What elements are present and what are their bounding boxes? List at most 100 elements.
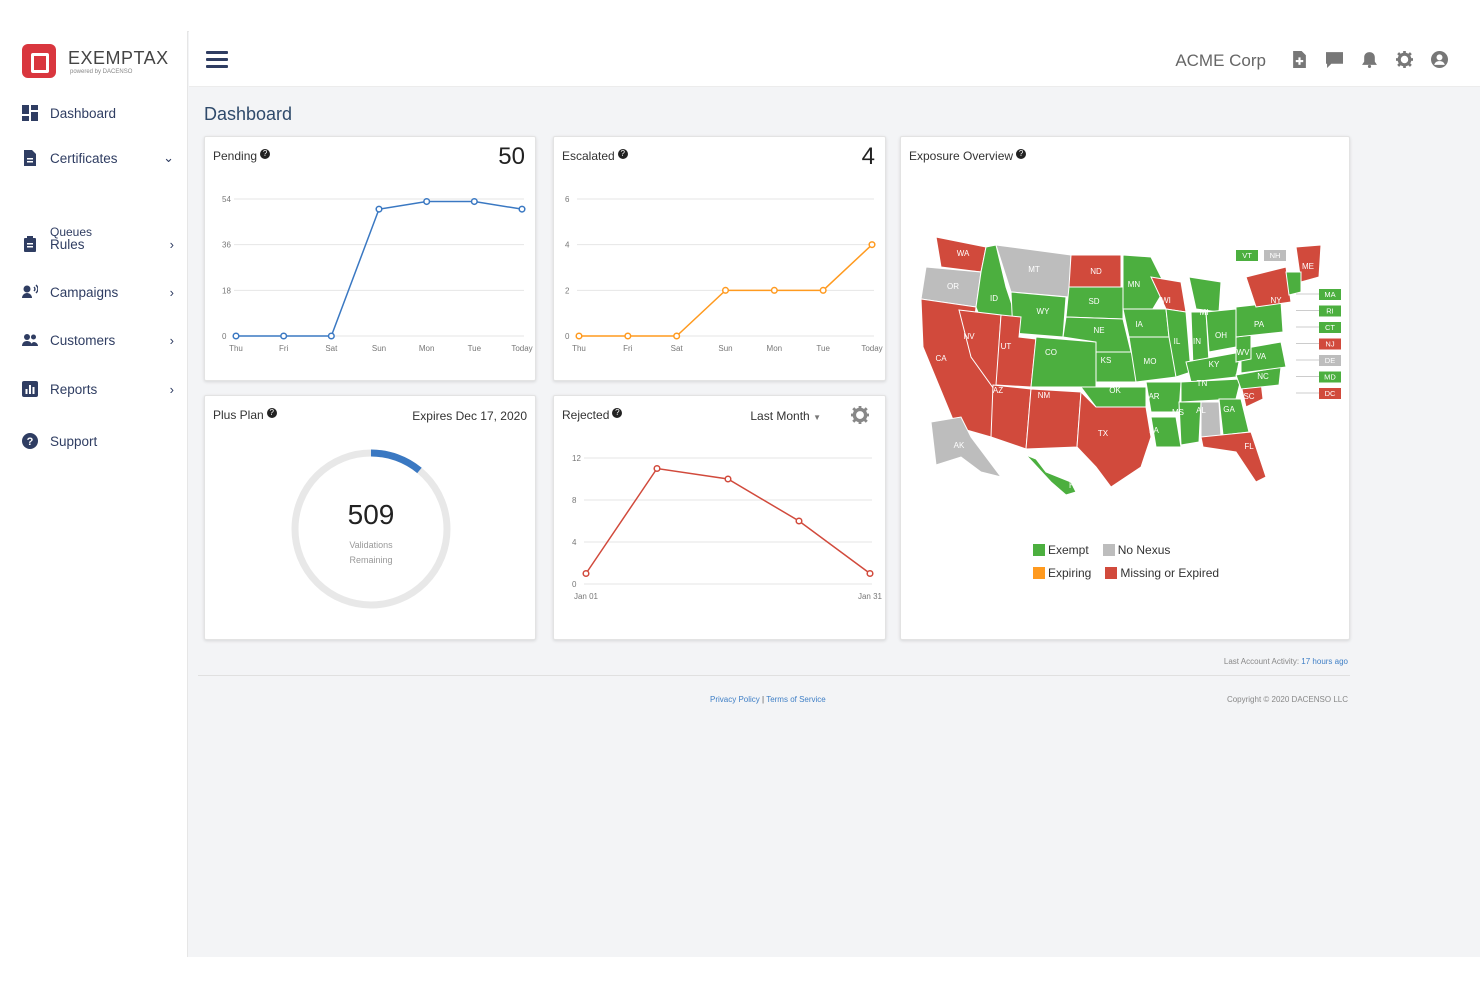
sidebar-item-queues[interactable]: Queues — [50, 225, 93, 239]
state-CO[interactable] — [1030, 336, 1097, 388]
exposure-title: Exposure Overview — [909, 149, 1014, 163]
svg-text:GA: GA — [1223, 405, 1235, 414]
validations-gauge: 509 Validations Remaining — [291, 449, 451, 609]
data-point[interactable] — [232, 332, 240, 340]
megaphone-icon — [22, 284, 38, 298]
data-point[interactable] — [582, 569, 590, 578]
state-TX[interactable] — [1076, 390, 1152, 488]
svg-text:PA: PA — [1254, 320, 1265, 329]
callout-de[interactable] — [1319, 355, 1341, 366]
state-HI[interactable] — [1025, 454, 1077, 496]
state-NY[interactable] — [1245, 266, 1292, 308]
card-title: Plus Plan? — [213, 408, 277, 422]
small-state-callouts: VT NH MA RI CT NJ DE MD DC — [1236, 250, 1341, 399]
sidebar-item-dashboard[interactable]: Dashboard — [22, 101, 178, 125]
clipboard-icon — [24, 236, 36, 252]
last-activity: Last Account Activity: 17 hours ago — [1224, 657, 1348, 666]
period-select[interactable]: Last Month ▼ — [750, 409, 821, 423]
callout-md[interactable] — [1319, 371, 1341, 383]
state-AK[interactable] — [930, 416, 1003, 478]
state-LA[interactable] — [1150, 416, 1182, 448]
gear-icon[interactable] — [1396, 51, 1413, 68]
help-icon[interactable]: ? — [1016, 149, 1027, 159]
state-MI[interactable] — [1188, 276, 1222, 313]
callout-dc[interactable] — [1319, 388, 1341, 399]
data-point[interactable] — [770, 286, 778, 294]
data-point[interactable] — [653, 464, 661, 473]
user-circle-icon[interactable] — [1431, 51, 1448, 68]
data-point[interactable] — [280, 332, 288, 340]
callout-ma[interactable] — [1319, 289, 1341, 300]
callout-nj[interactable] — [1319, 338, 1341, 350]
escalated-card: Escalated? 4 0 2 4 6 Thu Fri Sat Sun Mon Tue Today — [553, 136, 886, 381]
y-tick-label: 36 — [222, 241, 231, 250]
data-point[interactable] — [423, 197, 431, 206]
data-point[interactable] — [518, 205, 526, 213]
file-plus-icon[interactable] — [1291, 51, 1308, 68]
sidebar-item-reports[interactable]: Reports › — [22, 377, 178, 401]
sidebar-item-support[interactable]: ? Support — [22, 429, 178, 453]
callout-vt[interactable] — [1236, 250, 1258, 261]
x-tick-label: Mon — [767, 344, 783, 353]
svg-text:IA: IA — [1135, 320, 1143, 329]
y-tick-label: 8 — [572, 496, 577, 505]
help-icon[interactable]: ? — [617, 149, 628, 159]
x-tick-label: Fri — [623, 344, 633, 353]
state-KY[interactable] — [1185, 351, 1242, 383]
data-point[interactable] — [327, 332, 335, 340]
state-new-england[interactable] — [1285, 271, 1302, 296]
state-IA[interactable] — [1122, 308, 1170, 338]
footer-links: Privacy Policy | Terms of Service — [710, 695, 826, 704]
sidebar-item-certificates[interactable]: Certificates ⌄ — [22, 146, 178, 170]
data-point[interactable] — [819, 286, 827, 294]
bell-icon[interactable] — [1361, 51, 1378, 68]
us-map: WA OR ID MT ND SD WY CA NV UT CO AZ NM NE KS OK TX MN… — [920, 236, 1341, 496]
callout-label: MD — [1324, 373, 1336, 382]
callout-ct[interactable] — [1319, 322, 1341, 333]
help-icon[interactable]: ? — [266, 408, 277, 418]
state-NM[interactable] — [1025, 388, 1082, 450]
sidebar-item-customers[interactable]: Customers › — [22, 328, 178, 352]
state-MN[interactable] — [1122, 254, 1167, 313]
data-point[interactable] — [795, 517, 803, 525]
state-IL[interactable] — [1165, 308, 1192, 378]
data-point[interactable] — [575, 332, 583, 340]
sidebar-item-label: Certificates — [50, 150, 118, 166]
data-point[interactable] — [866, 569, 874, 578]
settings-gear-icon[interactable] — [851, 406, 869, 424]
callout-ri[interactable] — [1319, 305, 1341, 317]
hamburger-menu-icon[interactable] — [206, 51, 228, 68]
data-point[interactable] — [470, 197, 478, 206]
terms-of-service-link[interactable]: Terms of Service — [766, 695, 826, 704]
sidebar-item-campaigns[interactable]: Campaigns › — [22, 280, 178, 304]
escalated-chart: 0 2 4 6 Thu Fri Sat Sun Mon Tue Today — [565, 195, 883, 353]
data-point[interactable] — [673, 332, 681, 340]
activity-label: Last Account Activity: — [1223, 657, 1300, 666]
data-point[interactable] — [624, 332, 632, 340]
x-tick-label: Sun — [718, 344, 732, 353]
state-FL[interactable] — [1200, 431, 1267, 483]
svg-text:KY: KY — [1209, 360, 1220, 369]
x-tick-label: Jan 01 — [574, 592, 599, 601]
callout-nh[interactable] — [1264, 250, 1286, 261]
logo[interactable]: EXEMPTAX powered by DACENSO — [22, 44, 169, 78]
legend-exempt: Exempt — [1033, 543, 1089, 557]
company-name[interactable]: ACME Corp — [1175, 51, 1266, 70]
svg-text:MI: MI — [1200, 308, 1209, 317]
state-VA[interactable] — [1240, 341, 1287, 374]
document-icon — [24, 150, 36, 166]
data-point[interactable] — [375, 205, 383, 213]
card-title: Pending? — [213, 149, 271, 163]
help-icon[interactable]: ? — [260, 149, 271, 159]
data-point[interactable] — [868, 241, 876, 249]
privacy-policy-link[interactable]: Privacy Policy — [710, 695, 760, 704]
sidebar-item-label: Rules — [50, 236, 85, 252]
chat-icon[interactable] — [1326, 51, 1343, 68]
state-ME[interactable] — [1295, 244, 1322, 283]
legend-expiring: Expiring — [1033, 566, 1091, 580]
sidebar-item-rules[interactable]: Rules › — [22, 232, 178, 256]
data-point[interactable] — [721, 286, 730, 294]
help-icon[interactable]: ? — [612, 408, 623, 418]
data-point[interactable] — [724, 475, 732, 483]
state-MS[interactable] — [1178, 401, 1202, 446]
